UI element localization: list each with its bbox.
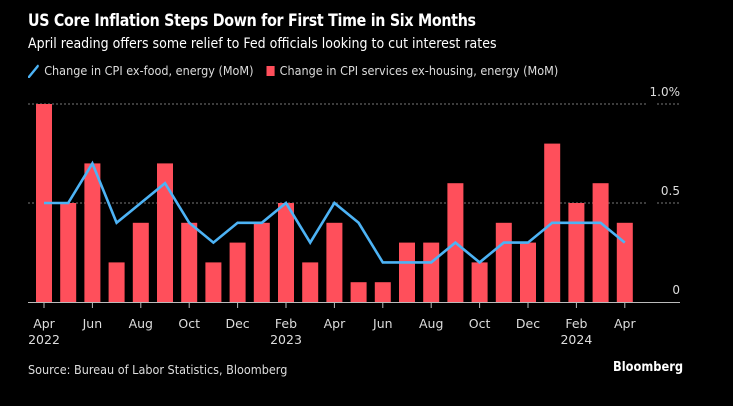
chart-title: US Core Inflation Steps Down for First T… [28,11,476,31]
bar [592,183,609,302]
bar [374,282,391,302]
bar [350,282,367,302]
x-tick-label: Oct [469,316,491,331]
brand-logo: Bloomberg [613,360,684,375]
x-tick-label: Aug [129,316,153,331]
line-series [44,160,626,265]
bar [60,203,77,302]
bar [616,222,633,302]
x-axis [28,302,680,308]
x-tick-label: Dec [516,316,540,331]
bar [326,222,343,302]
bar [132,222,149,302]
bar [157,163,173,302]
x-tick-label: Dec [225,316,249,331]
y-tick-label: 0 [672,283,680,297]
x-tick-label: Jun [82,316,103,331]
bar [205,262,222,302]
legend-item-services-cpi: Change in CPI services ex-housing, energ… [266,63,558,78]
legend-label: Change in CPI services ex-housing, energ… [279,63,559,78]
x-tick-label: Apr [33,316,55,331]
bar-series [36,104,633,302]
x-tick-label: Oct [178,316,200,331]
x-tick-label: Feb [565,316,587,331]
x-tick-label: Jun [372,316,393,331]
legend: Change in CPI ex-food, energy (MoM) Chan… [28,63,571,78]
source-note: Source: Bureau of Labor Statistics, Bloo… [28,362,288,377]
bar [229,242,246,302]
bar [423,242,440,302]
bar [399,242,415,302]
x-tick-label: Apr [614,316,636,331]
x-tick-label: Feb [275,316,297,331]
x-tick-year-label: 2024 [560,332,592,347]
bar [253,222,270,302]
x-tick-year-label: 2022 [28,332,60,347]
legend-label: Change in CPI ex-food, energy (MoM) [44,63,254,78]
legend-item-core-cpi: Change in CPI ex-food, energy (MoM) [28,63,254,78]
gridlines [28,103,680,204]
series-line [44,160,626,265]
bar [471,262,488,302]
chart-subtitle: April reading offers some relief to Fed … [28,36,497,52]
x-tick-label: Aug [419,316,443,331]
x-tick-label: Apr [324,316,346,331]
y-tick-label: 1.0% [650,85,681,99]
y-tick-label: 0.5 [661,184,680,198]
bar [84,163,101,302]
bar [568,203,585,302]
bar [108,262,125,302]
y-axis-labels: 0 0.5 1.0% [650,85,681,297]
bar [181,222,198,302]
bar [302,262,319,302]
bar [278,203,294,302]
line-icon [28,64,39,78]
bar-icon [266,65,275,76]
x-tick-year-label: 2023 [270,332,302,347]
bar [495,222,512,302]
bar [520,242,536,302]
